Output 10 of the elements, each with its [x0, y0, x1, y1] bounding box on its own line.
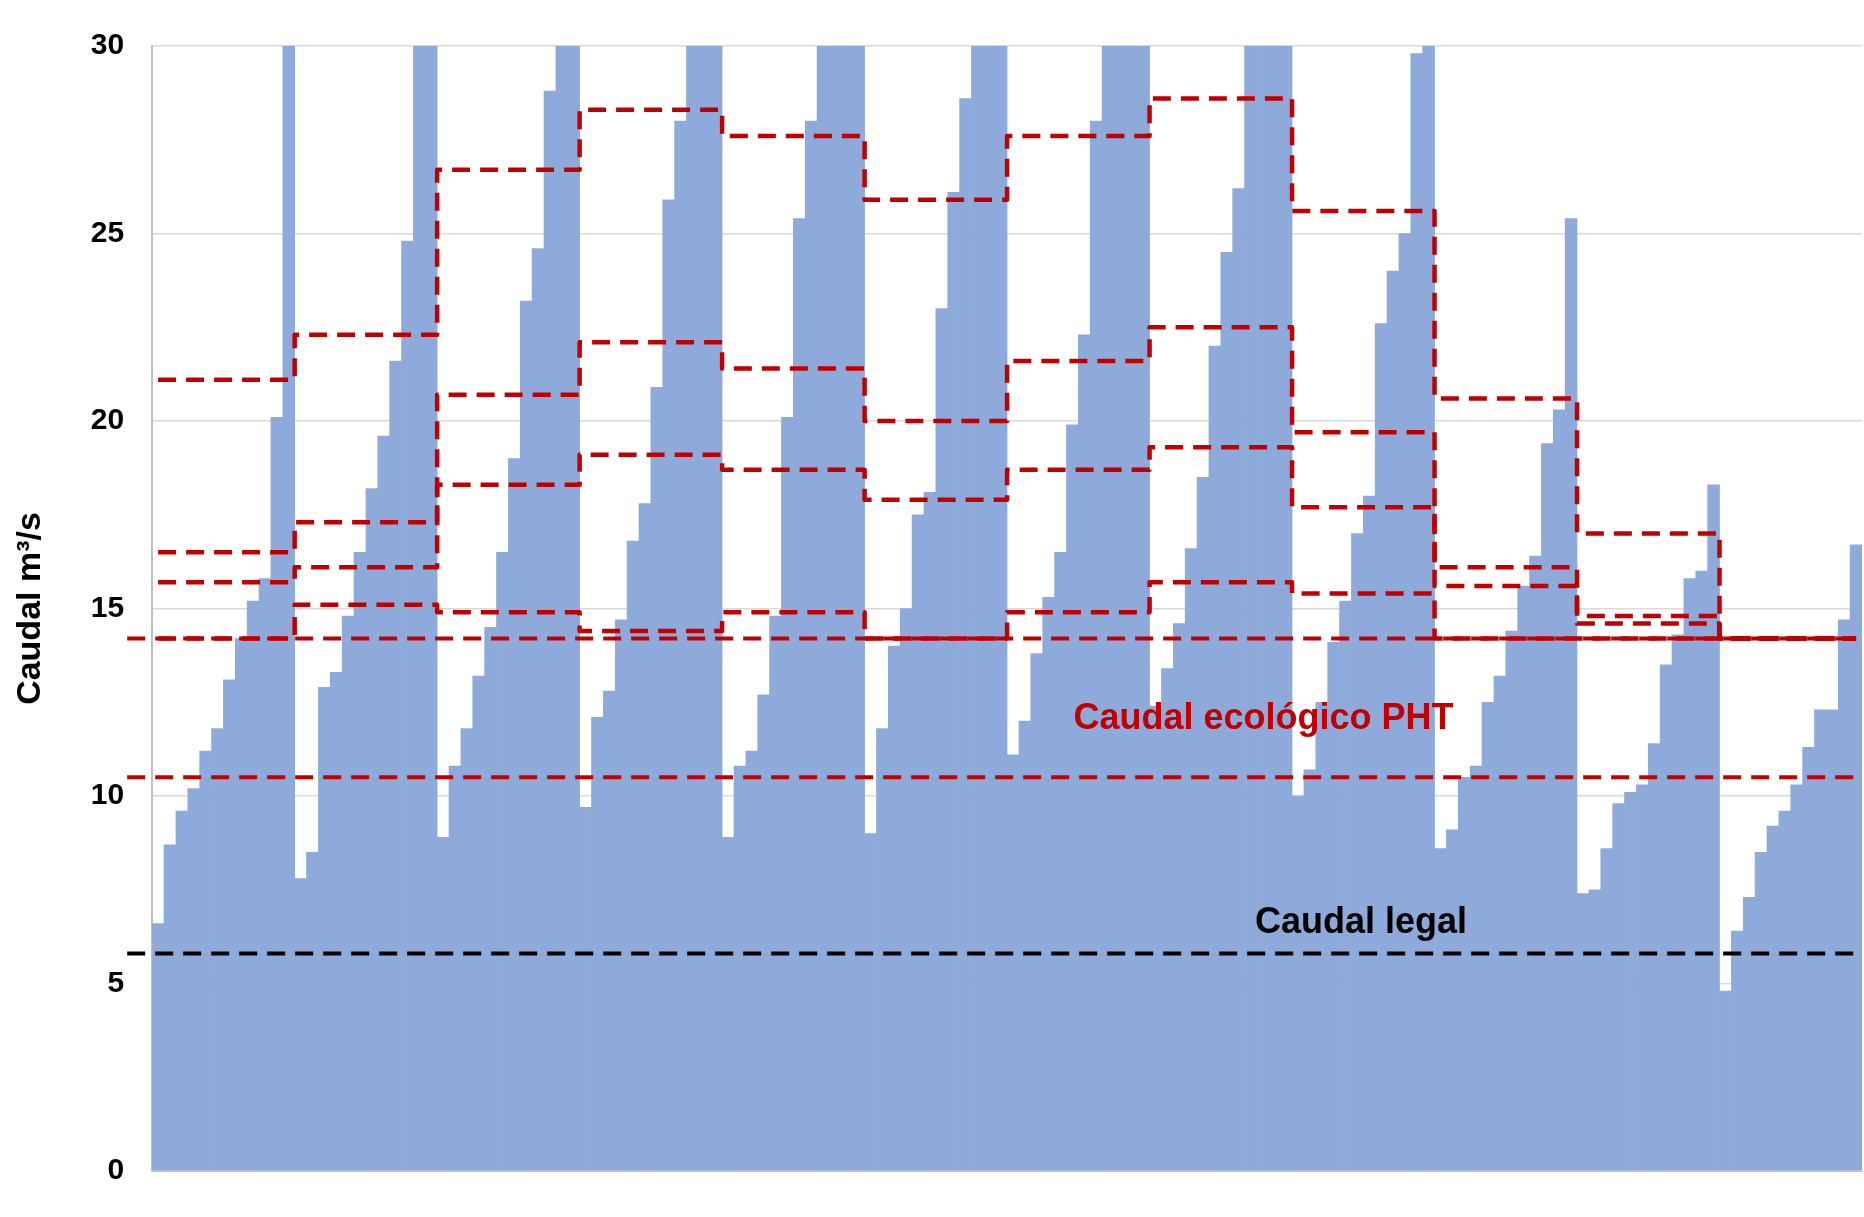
- y-tick-label: 30: [90, 27, 125, 61]
- y-tick-label: 25: [90, 214, 125, 248]
- y-tick-label: 5: [107, 964, 125, 998]
- ref-line-label: Caudal ecológico PHT: [1073, 696, 1454, 738]
- y-tick-label: 10: [90, 777, 125, 811]
- ref-line-label: Caudal legal: [1254, 900, 1468, 942]
- y-tick-label: 20: [90, 402, 125, 436]
- y-axis-title: Caudal m³/s: [8, 512, 47, 705]
- y-tick-label: 0: [107, 1152, 125, 1186]
- y-tick-label: 15: [90, 589, 125, 623]
